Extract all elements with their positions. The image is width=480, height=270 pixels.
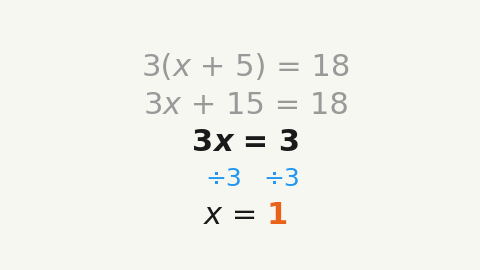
Text: =: = [222,201,267,230]
Text: 1: 1 [267,201,288,230]
Text: 3(: 3( [141,53,172,82]
Text: ÷3: ÷3 [205,167,242,191]
Text: x: x [163,91,181,120]
Text: = 3: = 3 [232,128,300,157]
Text: ÷3: ÷3 [263,167,300,191]
Text: 3: 3 [144,91,163,120]
Text: x: x [213,128,232,157]
Text: + 15 = 18: + 15 = 18 [181,91,348,120]
Text: + 5) = 18: + 5) = 18 [191,53,351,82]
Text: x: x [172,53,191,82]
Text: x: x [204,201,222,230]
Text: 3: 3 [192,128,213,157]
